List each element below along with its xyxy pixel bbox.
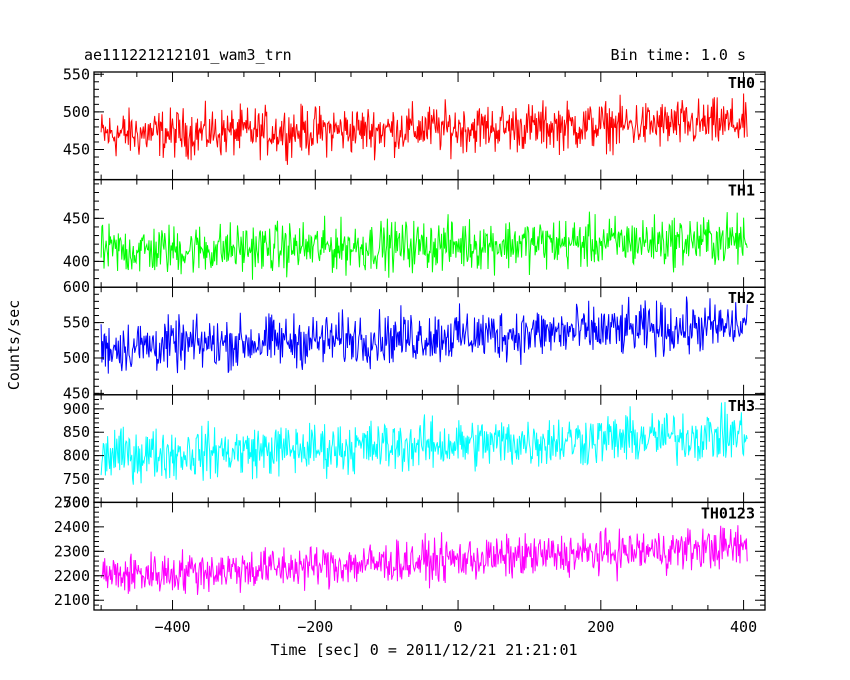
bin-time-label: Bin time: 1.0 s xyxy=(611,46,746,64)
y-tick-label: 500 xyxy=(63,349,90,367)
y-tick-label: 550 xyxy=(63,65,90,83)
y-tick-label: 450 xyxy=(63,141,90,159)
y-tick-label: 900 xyxy=(63,400,90,418)
x-tick-label: −400 xyxy=(154,618,190,636)
series-line-th0 xyxy=(100,93,748,165)
y-axis-label: Counts/sec xyxy=(5,300,23,390)
y-tick-label: 500 xyxy=(63,103,90,121)
x-axis-label: Time [sec] 0 = 2011/12/21 21:21:01 xyxy=(270,641,577,659)
y-tick-label: 850 xyxy=(63,423,90,441)
panel-frame xyxy=(93,178,766,288)
panel-th0123: 2100 2200 2300 2400 2500 TH0123 xyxy=(54,493,766,611)
panel-label-th3: TH3 xyxy=(728,397,755,415)
series-line-th0123 xyxy=(100,525,748,595)
chart-title: ae111221212101_wam3_trn xyxy=(84,46,292,64)
y-tick-label: 550 xyxy=(63,314,90,332)
y-tick-label: 2500 xyxy=(54,493,90,511)
x-tick-label: 200 xyxy=(587,618,614,636)
y-tick-label: 800 xyxy=(63,447,90,465)
series-line-th3 xyxy=(100,401,748,485)
y-tick-label: 400 xyxy=(63,252,90,270)
x-tick-label: −200 xyxy=(297,618,333,636)
series-line-th1 xyxy=(100,211,748,280)
y-tick-label: 750 xyxy=(63,470,90,488)
x-tick-label: 400 xyxy=(730,618,757,636)
series-line-th2 xyxy=(100,296,748,374)
y-tick-label: 450 xyxy=(63,209,90,227)
panel-label-th2: TH2 xyxy=(728,289,755,307)
y-tick-label: 2300 xyxy=(54,542,90,560)
panel-label-th1: TH1 xyxy=(728,182,755,200)
y-tick-label: 2200 xyxy=(54,567,90,585)
panel-label-th0: TH0 xyxy=(728,74,755,92)
y-tick-label: 2400 xyxy=(54,518,90,536)
x-axis: −400 −200 0 200 400 xyxy=(154,618,757,636)
x-tick-label: 0 xyxy=(454,618,463,636)
y-tick-label: 450 xyxy=(63,384,90,402)
panel-th1: 400 450 TH1 xyxy=(63,178,766,288)
y-tick-label: 600 xyxy=(63,278,90,296)
y-tick-label: 700 xyxy=(63,493,90,511)
panel-th3: 700 750 800 850 900 TH3 xyxy=(63,394,766,511)
panel-label-th0123: TH0123 xyxy=(701,504,755,522)
panel-th2: 450 500 550 600 TH2 xyxy=(63,278,766,402)
panel-th0: 450 500 550 TH0 xyxy=(63,65,766,181)
y-tick-label: 2100 xyxy=(54,591,90,609)
